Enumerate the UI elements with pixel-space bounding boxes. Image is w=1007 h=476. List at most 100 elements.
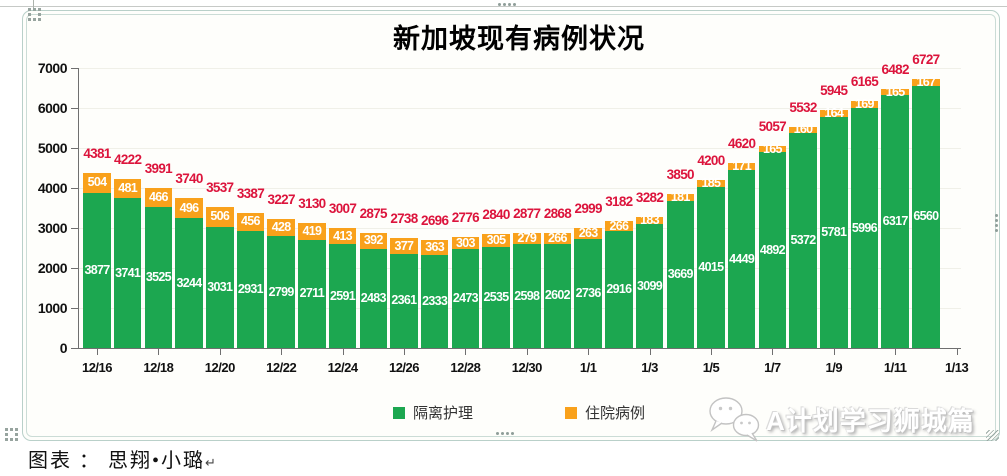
y-axis-tick [71,308,79,309]
bar-segment-hospitalized[interactable] [451,236,480,250]
bar-segment-isolation-care[interactable] [543,243,572,348]
bar-value-label-hospitalized: 305 [486,233,506,247]
right-center-resize-handle[interactable] [995,214,998,232]
bar-segment-hospitalized[interactable] [513,232,541,245]
bar-segment-hospitalized[interactable] [236,212,265,231]
bar-total-label: 5945 [820,83,848,99]
bar-value-label-hospitalized: 160 [793,122,813,137]
bar-total-label: 3387 [236,185,265,201]
bar-segment-hospitalized[interactable] [359,233,387,249]
bar-segment-hospitalized[interactable] [543,233,572,244]
bar-total-label: 2868 [543,206,572,222]
bar-segment-hospitalized[interactable] [113,179,142,199]
bar-segment-isolation-care[interactable] [513,244,541,348]
y-axis-tick [71,228,79,229]
bar-total-label: 2696 [421,213,449,229]
bar-value-label-isolation: 2711 [299,286,325,301]
corner-resize-handle-icon[interactable] [986,430,999,441]
bar-segment-hospitalized[interactable] [420,240,449,255]
bar-segment-isolation-care[interactable] [820,116,848,348]
bar-segment-hospitalized[interactable] [144,188,173,207]
bar-segment-hospitalized[interactable] [727,163,756,171]
bar-segment-hospitalized[interactable] [390,238,418,254]
bar-segment-isolation-care[interactable] [420,254,449,348]
bar-value-label-isolation: 3741 [115,265,141,280]
bar-segment-isolation-care[interactable] [390,253,418,348]
bar-segment-isolation-care[interactable] [912,85,940,348]
bar-value-label-isolation: 5996 [851,220,878,235]
bar-value-label-isolation: 2535 [483,289,510,304]
bar-segment-isolation-care[interactable] [850,108,879,348]
bar-segment-isolation-care[interactable] [451,249,480,348]
y-axis-tick [71,348,79,349]
bar-segment-hospitalized[interactable] [666,194,694,202]
bar-segment-isolation-care[interactable] [482,246,510,348]
bar-segment-hospitalized[interactable] [758,145,787,153]
y-axis-label: 3000 [37,220,68,236]
bar-segment-hospitalized[interactable] [206,206,234,227]
bar-total-label: 4200 [697,153,725,168]
bar-value-label-isolation: 2483 [360,290,387,305]
top-center-resize-handle[interactable] [498,3,516,6]
bar-segment-isolation-care[interactable] [298,239,326,348]
bar-segment-isolation-care[interactable] [789,133,817,348]
bar-value-label-isolation: 2591 [330,288,356,303]
anchor-handle-icon[interactable] [5,428,8,431]
bar-segment-isolation-care[interactable] [758,152,787,348]
legend-item-isolation-care[interactable]: 隔离护理 [392,402,473,423]
bar-segment-hospitalized[interactable] [267,218,295,237]
bar-value-label-isolation: 3525 [145,270,172,284]
bar-segment-hospitalized[interactable] [881,88,909,96]
bar-segment-hospitalized[interactable] [175,198,203,219]
bar-segment-hospitalized[interactable] [912,78,940,86]
x-axis-label: 1/9 [825,360,843,375]
bar-segment-hospitalized[interactable] [83,172,111,193]
bar-segment-isolation-care[interactable] [697,187,725,348]
bar-value-label-isolation: 3877 [84,262,110,277]
y-axis-label: 1000 [37,300,68,316]
bar-value-label-isolation: 2931 [237,281,264,296]
bar-segment-isolation-care[interactable] [144,207,173,348]
bottom-center-resize-handle[interactable] [496,432,514,435]
bar-segment-isolation-care[interactable] [236,230,265,348]
bar-segment-isolation-care[interactable] [175,218,203,348]
bar-total-label: 3850 [666,167,695,182]
legend-item-hospitalized[interactable]: 住院病例 [565,402,645,423]
bar-total-label: 5532 [789,99,817,115]
bar-segment-isolation-care[interactable] [267,236,295,348]
bar-total-label: 3182 [605,193,633,209]
bar-value-label-hospitalized: 419 [302,223,322,238]
bar-segment-isolation-care[interactable] [83,192,111,348]
bar-value-label-isolation: 5372 [790,233,817,248]
x-axis-tick [526,348,528,355]
bar-segment-isolation-care[interactable] [113,198,142,348]
bar-segment-hospitalized[interactable] [635,216,664,225]
bar-segment-hospitalized[interactable] [482,234,510,247]
bar-segment-hospitalized[interactable] [574,228,602,239]
bar-segment-hospitalized[interactable] [820,110,848,117]
bar-total-label: 3537 [206,179,234,195]
x-axis-tick [281,348,283,355]
bar-segment-isolation-care[interactable] [328,244,357,348]
y-axis-tick [71,188,79,189]
bar-segment-hospitalized[interactable] [697,180,725,188]
bar-segment-isolation-care[interactable] [881,95,909,348]
bar-segment-hospitalized[interactable] [328,227,357,245]
bar-segment-isolation-care[interactable] [574,238,602,348]
bar-segment-isolation-care[interactable] [666,201,694,348]
bar-segment-isolation-care[interactable] [359,248,387,348]
move-handle-icon[interactable] [28,8,31,11]
bar-segment-hospitalized[interactable] [298,222,326,240]
x-axis-tick [342,348,344,355]
bar-segment-isolation-care[interactable] [605,231,633,348]
bar-segment-isolation-care[interactable] [206,226,234,348]
plot-area: 0 1000 2000 3000 4000 5000 6000 7000 3877 504 4381… [38,52,969,375]
bar-total-label: 2738 [390,211,418,227]
bar-segment-hospitalized[interactable] [789,126,817,134]
bar-segment-isolation-care[interactable] [727,170,756,348]
bar-total-label: 3740 [175,171,203,187]
bar-segment-isolation-care[interactable] [635,224,664,348]
bar-total-label: 3130 [298,195,326,211]
bar-segment-hospitalized[interactable] [850,101,879,109]
bar-segment-hospitalized[interactable] [605,220,633,232]
